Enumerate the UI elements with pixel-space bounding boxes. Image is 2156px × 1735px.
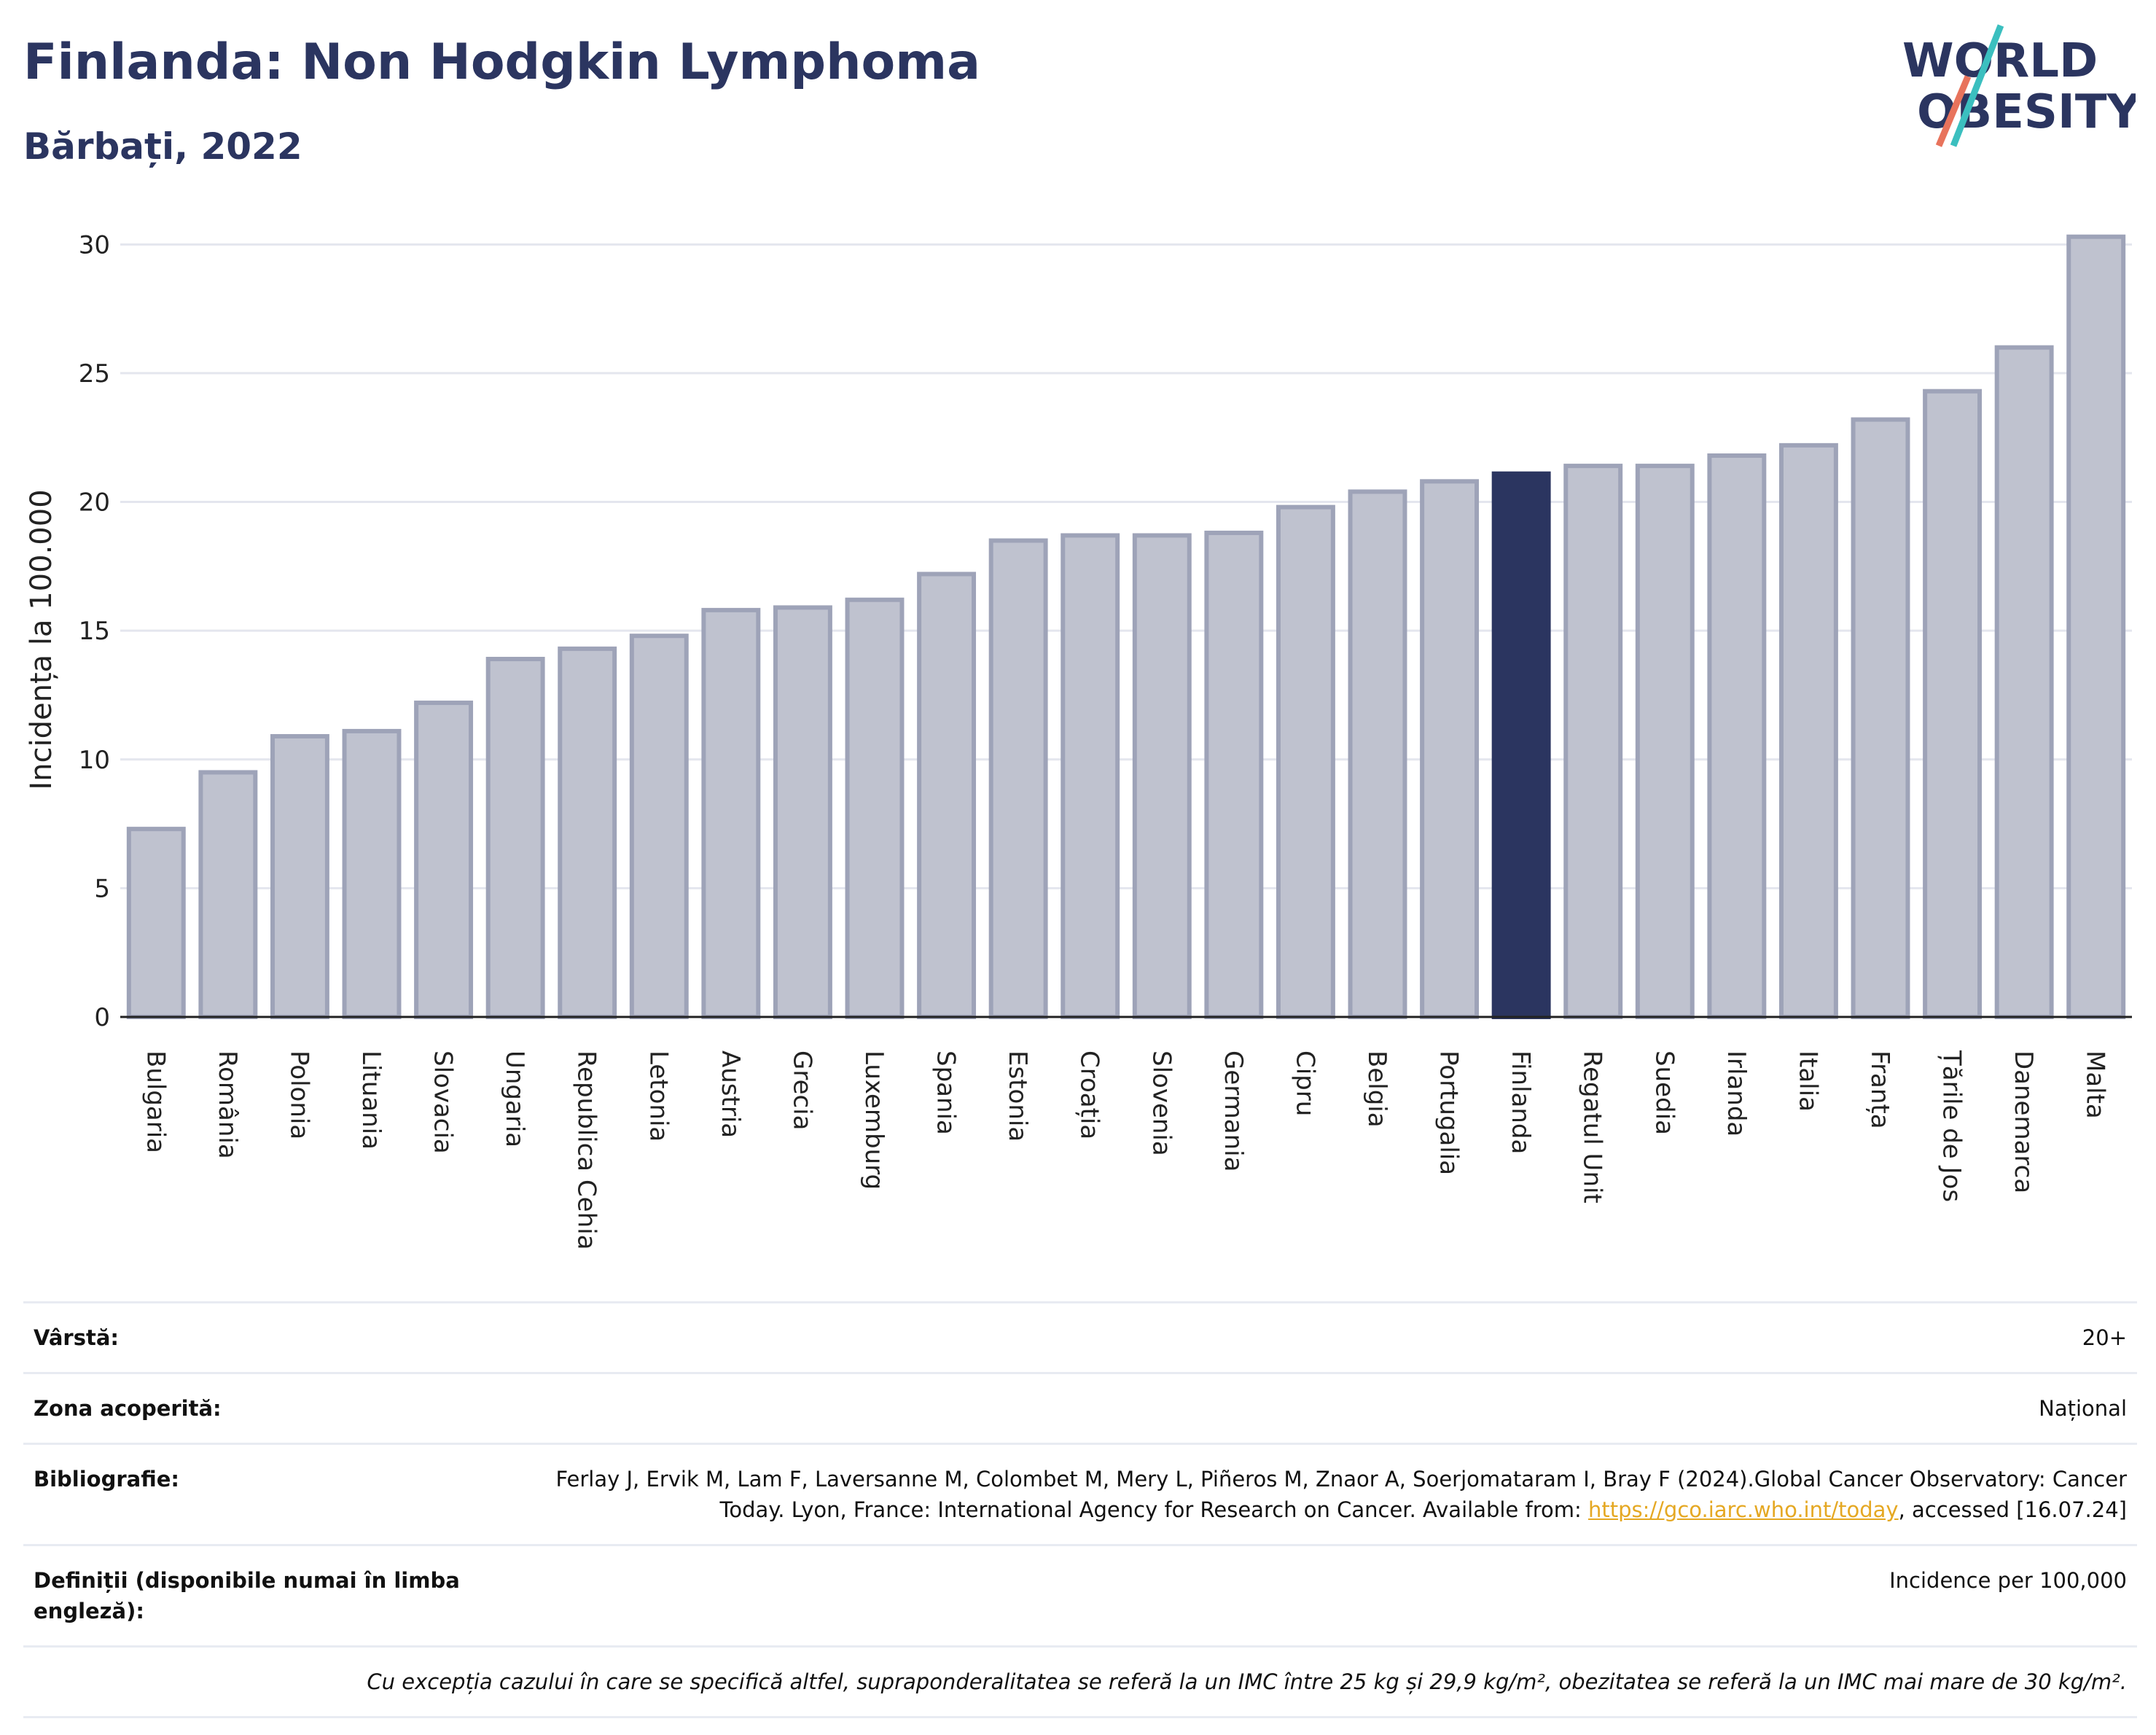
x-tick-label: Italia bbox=[1793, 1050, 1822, 1112]
meta-row-note: Cu excepția cazului în care se specifică… bbox=[23, 1645, 2137, 1718]
x-tick-label: Regatul Unit bbox=[1578, 1050, 1607, 1204]
world-obesity-logo: WORLD OBESITY bbox=[1902, 24, 2136, 147]
x-tick-label: Estonia bbox=[1003, 1050, 1032, 1142]
meta-row-age: Vârstă: 20+ bbox=[23, 1301, 2137, 1373]
bar bbox=[629, 633, 689, 1019]
bar bbox=[485, 657, 545, 1019]
bar bbox=[1994, 345, 2054, 1019]
bar bbox=[845, 597, 905, 1019]
x-tick-label: Letonia bbox=[644, 1050, 673, 1142]
x-tick-label: Finlanda bbox=[1506, 1050, 1535, 1154]
x-tick-label: Slovacia bbox=[429, 1050, 458, 1154]
x-tick-label: Croația bbox=[1075, 1050, 1104, 1139]
x-tick-label: Austria bbox=[716, 1050, 745, 1138]
y-axis-ticks: 0 5 10 15 20 25 30 bbox=[79, 230, 110, 1032]
x-tick-label: Luxemburg bbox=[859, 1050, 888, 1190]
age-label: Vârstă: bbox=[23, 1301, 496, 1373]
bar bbox=[917, 572, 977, 1019]
x-tick-label: Țările de Jos bbox=[1937, 1050, 1966, 1202]
bar bbox=[414, 701, 474, 1019]
definitions-label: Definiții (disponibile numai în limba en… bbox=[23, 1544, 496, 1647]
bibliography-tail: , accessed [16.07.24] bbox=[1898, 1497, 2127, 1522]
y-tick-label: 20 bbox=[79, 488, 110, 518]
x-tick-label: Spania bbox=[931, 1050, 961, 1135]
bar bbox=[126, 827, 186, 1019]
definitions-value: Incidence per 100,000 bbox=[496, 1544, 2137, 1647]
bar bbox=[558, 646, 617, 1019]
page-subtitle: Bărbați, 2022 bbox=[23, 125, 302, 168]
x-tick-label: Polonia bbox=[284, 1050, 313, 1139]
bibliography-link[interactable]: https://gco.iarc.who.int/today bbox=[1587, 1497, 1899, 1522]
bar bbox=[270, 733, 329, 1020]
bibliography-label: Bibliografie: bbox=[23, 1443, 496, 1545]
bar bbox=[1635, 464, 1695, 1019]
bar bbox=[1276, 504, 1335, 1019]
bar bbox=[701, 607, 761, 1019]
x-tick-label: Danemarca bbox=[2009, 1050, 2038, 1193]
x-tick-label: Cipru bbox=[1290, 1050, 1319, 1116]
age-value: 20+ bbox=[496, 1301, 2137, 1373]
meta-row-definitions: Definiții (disponibile numai în limba en… bbox=[23, 1544, 2137, 1647]
bar bbox=[1491, 471, 1551, 1019]
logo-slash-red bbox=[1935, 75, 1972, 147]
bibliography-text: Ferlay J, Ervik M, Lam F, Laversanne M, … bbox=[555, 1467, 2127, 1522]
x-tick-label: Slovenia bbox=[1147, 1050, 1176, 1156]
footnote: Cu excepția cazului în care se specifică… bbox=[23, 1645, 2137, 1718]
bar bbox=[773, 605, 832, 1019]
logo-slash-teal bbox=[1950, 24, 2004, 147]
meta-row-area: Zona acoperită: Național bbox=[23, 1372, 2137, 1444]
area-label: Zona acoperită: bbox=[23, 1372, 496, 1444]
bar bbox=[1851, 417, 1910, 1020]
x-tick-label: Germania bbox=[1219, 1050, 1248, 1171]
bar bbox=[1204, 530, 1264, 1019]
metadata-table: Vârstă: 20+ Zona acoperită: Național Bib… bbox=[23, 1301, 2137, 1718]
meta-row-bibliography: Bibliografie: Ferlay J, Ervik M, Lam F, … bbox=[23, 1443, 2137, 1545]
y-tick-label: 15 bbox=[79, 617, 110, 646]
bar bbox=[1563, 464, 1623, 1019]
x-tick-label: Franța bbox=[1865, 1050, 1894, 1129]
bar bbox=[1778, 442, 1838, 1020]
x-axis-labels: Bulgaria România Polonia Lituania Slovacia Un… bbox=[141, 1050, 2109, 1249]
y-axis-label: Incidența la 100.000 bbox=[25, 489, 58, 789]
bar bbox=[1061, 533, 1120, 1020]
x-tick-label: Republica Cehia bbox=[572, 1050, 601, 1249]
y-tick-label: 10 bbox=[79, 746, 110, 775]
x-tick-label: România bbox=[213, 1050, 242, 1159]
bar bbox=[1132, 533, 1192, 1020]
page-title: Finlanda: Non Hodgkin Lymphoma bbox=[23, 34, 980, 91]
bar bbox=[988, 538, 1048, 1019]
y-tick-label: 0 bbox=[94, 1003, 110, 1032]
y-tick-label: 30 bbox=[79, 230, 110, 260]
x-tick-label: Malta bbox=[2081, 1050, 2110, 1119]
x-tick-label: Ungaria bbox=[500, 1050, 529, 1147]
x-tick-label: Bulgaria bbox=[141, 1050, 170, 1153]
bar bbox=[1923, 389, 1983, 1019]
x-tick-label: Portugalia bbox=[1434, 1050, 1464, 1175]
area-value: Național bbox=[496, 1372, 2137, 1444]
y-tick-label: 5 bbox=[94, 874, 110, 903]
bar bbox=[342, 728, 402, 1020]
bibliography-value: Ferlay J, Ervik M, Lam F, Laversanne M, … bbox=[496, 1443, 2137, 1545]
bar bbox=[1707, 453, 1767, 1020]
x-tick-label: Suedia bbox=[1649, 1050, 1679, 1135]
bar bbox=[1420, 479, 1480, 1019]
bars bbox=[126, 234, 2126, 1020]
x-tick-label: Irlanda bbox=[1722, 1050, 1751, 1136]
bar bbox=[2066, 234, 2126, 1019]
x-tick-label: Belgia bbox=[1362, 1050, 1391, 1128]
bar-chart: 0 5 10 15 20 25 30 Bulgaria România Polonia Litua… bbox=[25, 230, 2132, 1249]
y-tick-label: 25 bbox=[79, 359, 110, 389]
logo-line1: WORLD bbox=[1902, 34, 2098, 88]
x-tick-label: Grecia bbox=[787, 1050, 816, 1130]
x-tick-label: Lituania bbox=[356, 1050, 386, 1150]
bar bbox=[1348, 489, 1407, 1019]
bar bbox=[198, 770, 258, 1019]
